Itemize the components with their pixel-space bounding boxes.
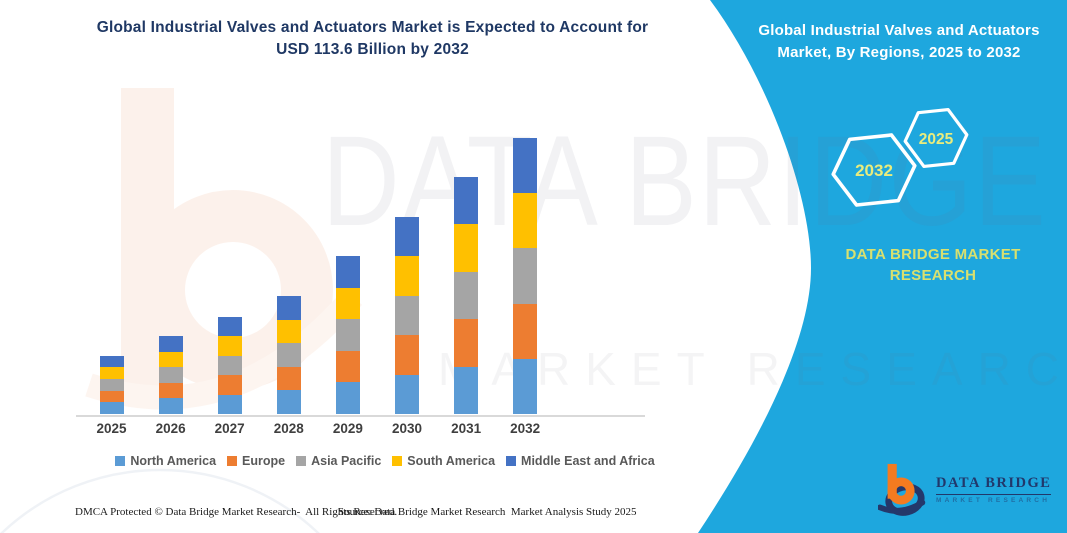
bar-segment-asia-pacific [276,343,301,367]
bar-segment-middle-east-and-africa [454,177,479,225]
bar-segment-europe [454,319,479,367]
stacked-bar-2025 [99,355,124,414]
legend-swatch [392,456,403,466]
bar-segment-south-america [158,351,183,368]
x-axis-label-2026: 2026 [155,421,186,436]
stacked-bar-2031 [454,177,479,414]
bar-segment-asia-pacific [99,378,124,391]
stacked-bar-chart: 2025 2026 2027 2028 2029 2030 2031 2032 [96,138,541,436]
x-axis-label-2025: 2025 [96,421,127,436]
bar-segment-north-america [99,402,124,414]
stacked-bar-2026 [158,336,183,414]
brand-text: DATA BRIDGE MARKET RESEARCH [845,246,1021,284]
legend-label: North America [130,454,217,468]
legend-item-europe: Europe [227,454,285,468]
bar-segment-europe [335,350,360,383]
bar-segment-asia-pacific [395,295,419,336]
bar-segment-north-america [335,382,360,414]
bar-segment-north-america [158,398,183,414]
legend-label: Asia Pacific [311,454,382,468]
bar-segment-south-america [99,367,124,379]
bar-segment-north-america [454,366,479,414]
bar-segment-middle-east-and-africa [99,355,124,368]
bar-segment-asia-pacific [513,248,538,304]
x-axis-line [76,415,645,417]
bar-segment-middle-east-and-africa [513,138,538,194]
stacked-bar-2032 [513,138,538,414]
x-axis-label-2029: 2029 [332,421,363,436]
legend-item-north-america: North America [115,454,216,468]
bar-segment-asia-pacific [158,367,183,383]
hexagon-2032 [831,133,917,207]
chart-title: Global Industrial Valves and Actuators M… [50,17,695,61]
bar-segment-asia-pacific [335,319,360,351]
chart-title-line2: USD 113.6 Billion by 2032 [276,41,469,58]
bar-segment-south-america [276,319,301,344]
hexagon-2025-label: 2025 [919,131,954,148]
x-axis-label-2031: 2031 [451,421,482,436]
panel-heading-line2: Market, By Regions, 2025 to 2032 [777,44,1021,61]
legend-label: South America [407,454,496,468]
hexagon-2025 [903,107,969,169]
x-axis-label-2030: 2030 [391,421,423,436]
legend-label: Middle East and Africa [521,454,655,468]
legend-item-south-america: South America [392,454,495,468]
bar-segment-middle-east-and-africa [276,296,301,320]
bar-segment-europe [158,382,183,399]
logo-subtitle: MARKET RESEARCH [936,497,1051,504]
bar-segment-europe [99,390,124,403]
chart-title-line1: Global Industrial Valves and Actuators M… [96,19,649,36]
bar-segment-europe [217,375,242,395]
legend-item-asia-pacific: Asia Pacific [296,454,381,468]
decorative-arc-watermark [0,468,320,533]
dmca-copyright-text: DMCA Protected © Data Bridge Market Rese… [75,506,398,518]
bar-segment-north-america [513,358,538,414]
legend-swatch [296,456,307,466]
x-axis-label-2028: 2028 [273,421,304,436]
bar-segment-south-america [217,336,242,356]
bar-segment-europe [513,303,538,359]
bar-segment-asia-pacific [454,271,479,320]
panel-heading-line1: Global Industrial Valves and Actuators [758,22,1040,39]
watermark-marketresearch-text: MARKET RESEARCH [438,343,1067,395]
bar-segment-middle-east-and-africa [217,317,242,337]
bar-segment-north-america [217,394,242,414]
bar-segment-europe [395,335,419,375]
bar-segment-south-america [513,193,538,249]
legend-swatch [506,456,517,466]
x-axis-label-2032: 2032 [510,421,541,436]
bar-segment-middle-east-and-africa [395,217,419,257]
bar-segment-europe [276,366,301,391]
legend-label: Europe [242,454,286,468]
stacked-bar-2029 [335,256,360,414]
bar-segment-north-america [395,374,419,414]
bar-segment-asia-pacific [217,355,242,376]
legend-swatch [115,456,126,466]
bar-segment-south-america [335,287,360,320]
legend-swatch [227,456,238,466]
stacked-bar-2027 [217,317,242,414]
logo-text-block: DATA BRIDGE MARKET RESEARCH [936,475,1052,504]
stacked-bar-2030 [395,217,419,414]
bar-segment-middle-east-and-africa [335,256,360,288]
data-bridge-b-icon [878,463,926,516]
bar-segment-middle-east-and-africa [158,336,183,352]
data-bridge-logo: DATA BRIDGE MARKET RESEARCH [878,462,1052,518]
stacked-bar-2028 [276,296,301,414]
hexagon-2032-label: 2032 [855,161,893,180]
bar-segment-south-america [454,224,479,272]
panel-heading: Global Industrial Valves and Actuators M… [740,20,1058,64]
x-axis-label-2027: 2027 [214,421,245,436]
bar-segment-north-america [276,390,301,414]
logo-name: DATA BRIDGE [936,475,1052,495]
source-text: Source: Data Bridge Market Research Mark… [338,506,637,518]
chart-legend: North America Europe Asia Pacific South Ame… [45,454,725,468]
bar-segment-south-america [395,256,419,296]
legend-item-middle-east-and-africa: Middle East and Africa [506,454,655,468]
